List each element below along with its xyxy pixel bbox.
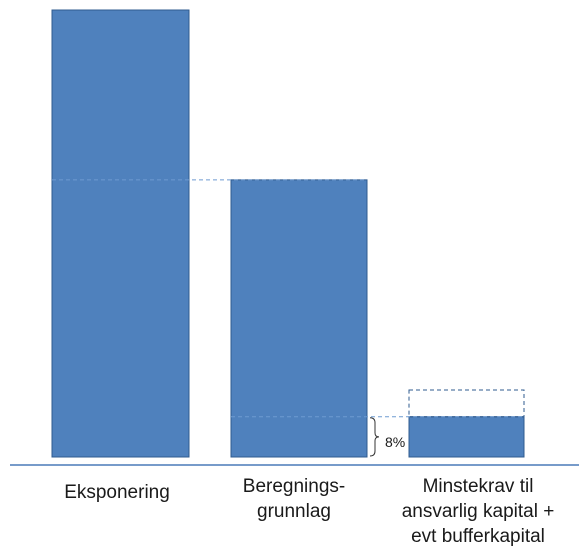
category-label-minstekrav: Minstekrav til ansvarlig kapital + evt b… [401,476,555,547]
bar-0 [51,9,190,458]
chart-marks [10,9,579,466]
category-label-eksponering: Eksponering [64,482,170,503]
buffer-capital-box [408,389,525,418]
percent-bracket [369,417,380,457]
bar-2 [408,416,525,458]
percent-annotation: 8% [385,434,406,450]
bar-1 [230,179,368,458]
category-label-beregningsgrunnlag: Beregnings- grunnlag [242,476,346,522]
